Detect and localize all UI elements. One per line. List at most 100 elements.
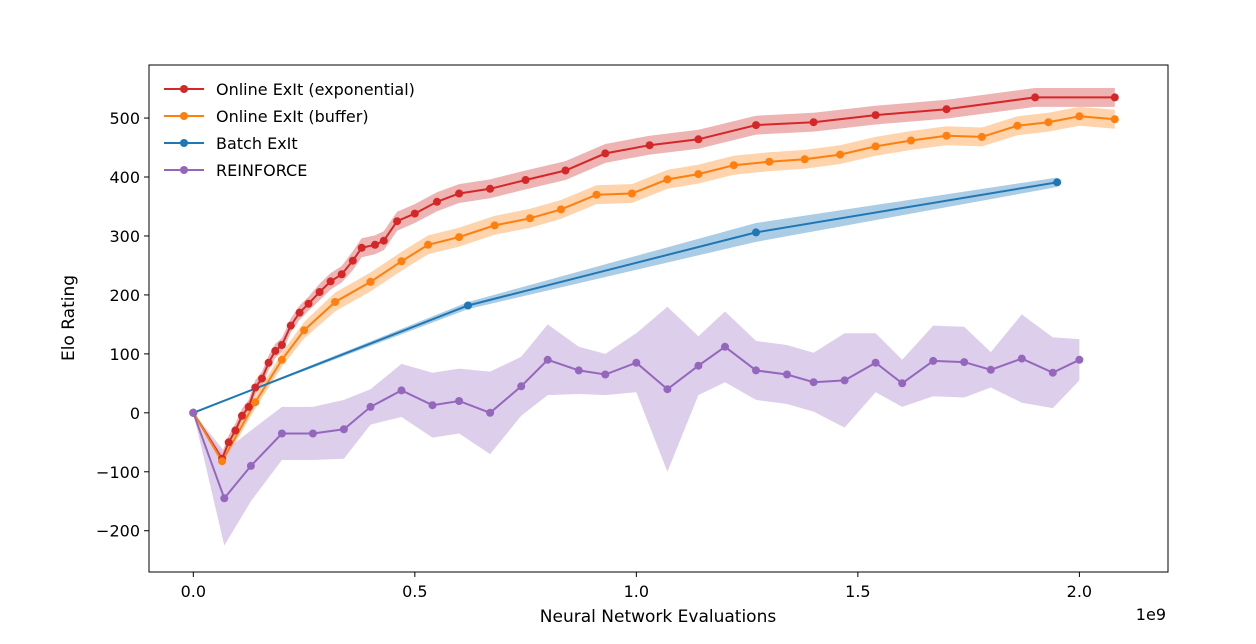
point-reinforce — [189, 408, 198, 417]
point-reinforce — [455, 397, 464, 405]
point-online-exit-buffer — [836, 150, 845, 159]
legend-item-reinforce: REINFORCE — [164, 161, 307, 180]
series-points — [189, 93, 1119, 503]
x-tick-label: 1.0 — [624, 582, 649, 601]
point-reinforce — [960, 358, 969, 367]
point-online-exit-buffer — [277, 355, 286, 364]
point-online-exit-exponential — [277, 341, 286, 349]
point-online-exit-buffer — [251, 398, 260, 407]
point-online-exit-exponential — [244, 402, 253, 411]
point-reinforce — [986, 365, 995, 374]
point-online-exit-buffer — [1044, 118, 1053, 127]
point-online-exit-buffer — [907, 136, 915, 145]
legend-label: REINFORCE — [216, 161, 307, 180]
point-online-exit-buffer — [800, 155, 809, 164]
point-online-exit-exponential — [315, 288, 324, 296]
x-tick-label: 1.5 — [845, 582, 870, 601]
point-batch-exit — [752, 228, 760, 237]
point-online-exit-buffer — [300, 326, 309, 335]
legend-label: Online ExIt (buffer) — [216, 107, 369, 126]
point-reinforce — [898, 379, 907, 388]
point-online-exit-buffer — [592, 190, 601, 199]
point-online-exit-exponential — [357, 243, 366, 252]
point-reinforce — [840, 376, 849, 385]
point-reinforce — [517, 382, 526, 391]
point-reinforce — [308, 429, 317, 438]
point-online-exit-exponential — [410, 209, 419, 218]
x-tick-label: 0.5 — [402, 582, 427, 601]
y-tick-label: 500 — [109, 109, 140, 128]
band-online-exit-buffer — [193, 106, 1115, 466]
point-online-exit-exponential — [601, 149, 610, 158]
point-online-exit-exponential — [304, 299, 313, 308]
point-online-exit-exponential — [521, 176, 530, 184]
point-online-exit-exponential — [348, 256, 357, 265]
point-reinforce — [871, 358, 880, 367]
point-reinforce — [339, 425, 348, 434]
point-reinforce — [543, 355, 552, 364]
legend: Online ExIt (exponential) Online ExIt (bu… — [164, 80, 415, 180]
point-reinforce — [783, 370, 791, 379]
line-batch-exit — [192, 181, 1058, 414]
point-online-exit-buffer — [557, 205, 565, 214]
point-online-exit-exponential — [694, 135, 703, 144]
x-tick-label: 2.0 — [1067, 582, 1092, 601]
point-online-exit-exponential — [371, 240, 379, 249]
point-reinforce — [752, 366, 760, 375]
point-online-exit-exponential — [455, 189, 464, 198]
point-online-exit-exponential — [486, 184, 495, 193]
point-online-exit-exponential — [942, 105, 951, 114]
legend-marker — [180, 112, 188, 120]
point-reinforce — [574, 366, 583, 375]
point-online-exit-exponential — [809, 118, 818, 127]
point-online-exit-exponential — [752, 121, 760, 130]
legend-marker — [180, 166, 188, 174]
point-reinforce — [220, 494, 229, 503]
point-online-exit-buffer — [455, 233, 464, 242]
point-online-exit-exponential — [433, 197, 441, 206]
y-axis-ticks: −200 −100 0 100 200 300 400 500 — [96, 109, 149, 541]
point-online-exit-exponential — [645, 141, 654, 150]
point-online-exit-buffer — [627, 189, 636, 198]
point-reinforce — [632, 358, 641, 367]
legend-marker — [180, 85, 188, 93]
point-online-exit-exponential — [561, 166, 570, 175]
point-reinforce — [428, 401, 437, 410]
point-online-exit-exponential — [238, 411, 246, 420]
point-reinforce — [601, 370, 610, 379]
point-online-exit-exponential — [337, 270, 346, 279]
point-online-exit-buffer — [331, 298, 340, 306]
legend-marker — [180, 139, 188, 147]
point-online-exit-exponential — [231, 426, 240, 435]
point-reinforce — [246, 461, 255, 470]
legend-item-online-exit-exponential: Online ExIt (exponential) — [164, 80, 415, 99]
point-online-exit-buffer — [218, 457, 227, 466]
point-batch-exit — [1053, 178, 1062, 187]
point-online-exit-buffer — [694, 170, 703, 179]
point-online-exit-exponential — [871, 111, 880, 120]
band-batch-exit — [193, 177, 1058, 413]
point-reinforce — [929, 356, 938, 365]
y-tick-label: −100 — [96, 463, 140, 482]
point-online-exit-exponential — [379, 236, 388, 245]
legend-label: Online ExIt (exponential) — [216, 80, 415, 99]
x-axis-ticks: 0.0 0.5 1.0 1.5 2.0 — [181, 572, 1092, 601]
point-online-exit-exponential — [251, 383, 260, 392]
x-axis-offset-label: 1e9 — [1136, 605, 1166, 624]
point-online-exit-exponential — [1031, 93, 1040, 102]
point-reinforce — [663, 385, 672, 394]
point-online-exit-exponential — [224, 438, 233, 447]
point-online-exit-buffer — [1013, 121, 1022, 130]
legend-item-online-exit-buffer: Online ExIt (buffer) — [164, 107, 369, 126]
point-online-exit-buffer — [977, 132, 986, 141]
y-axis-label: Elo Rating — [59, 275, 79, 361]
point-online-exit-exponential — [393, 217, 402, 226]
point-online-exit-buffer — [366, 277, 375, 286]
point-reinforce — [721, 342, 729, 351]
plot-frame — [148, 64, 1169, 573]
point-reinforce — [366, 402, 375, 411]
point-online-exit-buffer — [424, 240, 433, 249]
point-online-exit-buffer — [871, 142, 880, 151]
point-online-exit-buffer — [397, 257, 406, 266]
point-reinforce — [809, 378, 818, 387]
